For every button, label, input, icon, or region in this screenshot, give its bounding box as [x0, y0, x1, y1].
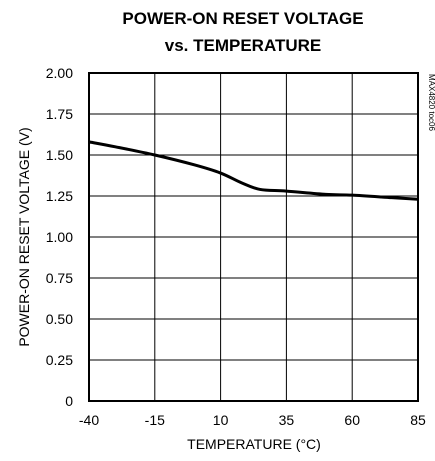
y-tick-labels: 0 0.25 0.50 0.75 1.00 1.25 1.50 1.75 2.00 — [46, 65, 73, 409]
x-tick-label: 60 — [344, 412, 360, 428]
y-tick-label: 1.50 — [46, 147, 73, 163]
chart-title-line-1: POWER-ON RESET VOLTAGE — [122, 9, 363, 28]
y-tick-label: 1.00 — [46, 229, 73, 245]
data-series — [88, 140, 419, 201]
y-tick-label: 0.75 — [46, 270, 73, 286]
x-axis-label: TEMPERATURE (°C) — [187, 436, 321, 452]
y-tick-label: 0.50 — [46, 311, 73, 327]
plot-frame — [88, 72, 419, 402]
y-tick-label: 1.25 — [46, 188, 73, 204]
y-tick-label: 2.00 — [46, 65, 73, 81]
x-tick-label: -15 — [145, 412, 165, 428]
y-axis-label: POWER-ON RESET VOLTAGE (V) — [16, 127, 32, 346]
grid-lines — [89, 73, 418, 401]
chart-title-line-2: vs. TEMPERATURE — [165, 36, 322, 55]
figure-code: MAX4820 toc06 — [427, 74, 435, 131]
y-tick-label: 0.25 — [46, 352, 73, 368]
x-tick-label: 85 — [410, 412, 426, 428]
y-tick-label: 0 — [65, 393, 73, 409]
x-tick-label: 10 — [213, 412, 229, 428]
x-tick-label: 35 — [279, 412, 295, 428]
x-tick-labels: -40 -15 10 35 60 85 — [79, 412, 426, 428]
series-line — [88, 140, 419, 201]
x-tick-label: -40 — [79, 412, 99, 428]
y-tick-label: 1.75 — [46, 106, 73, 122]
